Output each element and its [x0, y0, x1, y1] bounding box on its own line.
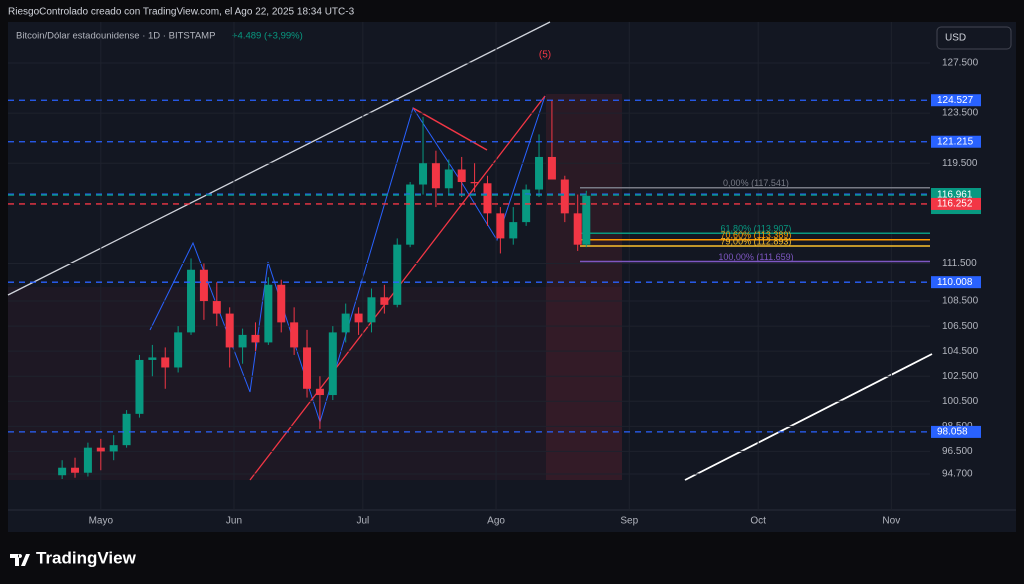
- y-tick-label: 127.500: [942, 58, 979, 69]
- fib-label: 100,00% (111.659): [718, 252, 793, 262]
- x-tick-label: Jul: [356, 516, 369, 527]
- price-tag: [931, 276, 981, 289]
- price-tag-label: 110.008: [937, 277, 973, 288]
- candle-body: [109, 445, 118, 452]
- candle-body: [264, 284, 273, 343]
- candle-body: [509, 222, 518, 239]
- x-tick-label: Ago: [487, 516, 505, 527]
- footer-logo: TradingView: [36, 548, 137, 567]
- candle-body: [174, 332, 183, 368]
- candle-body: [251, 334, 260, 343]
- candle-body: [547, 156, 556, 180]
- logo-mark: [10, 554, 30, 566]
- currency[interactable]: USD: [945, 33, 966, 44]
- y-tick-label: 106.500: [942, 321, 979, 332]
- price-tag: [931, 197, 981, 210]
- candle-body: [83, 447, 92, 473]
- candle-body: [238, 334, 247, 348]
- candle-body: [303, 347, 312, 389]
- candle-body: [483, 183, 492, 214]
- price-tag-label: 116.961: [937, 190, 973, 201]
- fib-label: 0,00% (117.541): [723, 178, 789, 188]
- candle-body: [419, 163, 428, 185]
- x-tick-label: Nov: [882, 516, 900, 527]
- fib-label: 79,00% (112.893): [721, 236, 792, 246]
- x-tick-label: Oct: [750, 516, 766, 527]
- candle-body: [96, 447, 105, 452]
- pattern-line: [412, 107, 488, 151]
- y-tick-label: 104.500: [942, 346, 979, 357]
- price-change: +4.489 (+3,99%): [232, 31, 303, 42]
- header: RiesgoControlado creado con TradingView.…: [8, 7, 355, 18]
- candle-body: [393, 244, 402, 305]
- y-tick-label: 100.500: [942, 396, 979, 407]
- y-tick-label: 111.500: [942, 258, 977, 269]
- candle-body: [187, 269, 196, 333]
- candle-body: [122, 413, 131, 446]
- candle-body: [573, 213, 582, 245]
- price-tag-label: 116.252: [937, 199, 973, 210]
- y-tick-label: 123.500: [942, 108, 979, 119]
- candle-body: [582, 195, 591, 245]
- price-tag: [931, 94, 981, 107]
- price-tag-label: 98.058: [937, 427, 968, 438]
- candle-body: [225, 313, 234, 348]
- candle-body: [496, 213, 505, 239]
- candle-body: [341, 313, 350, 333]
- price-tag-label: 124.527: [937, 95, 974, 106]
- y-tick-label: 119.500: [942, 158, 978, 169]
- candle-body: [290, 322, 299, 348]
- price-tag-label: 121.215: [937, 136, 974, 147]
- price-tag: [931, 425, 981, 438]
- price-tag: [931, 135, 981, 148]
- candle-body: [367, 297, 376, 323]
- candle-body: [444, 169, 453, 189]
- candle-body: [161, 357, 170, 368]
- logo: [10, 554, 30, 566]
- fib-label: 70,60% (113.389): [721, 230, 792, 240]
- candle-body: [148, 357, 157, 360]
- candle-body: [277, 284, 286, 323]
- annotation: (5): [539, 50, 551, 61]
- candle-body: [457, 169, 466, 183]
- chart-title: Bitcoin/Dólar estadounidense · 1D · BITS…: [16, 31, 215, 42]
- candle-body: [212, 301, 221, 314]
- x-tick-label: Sep: [620, 516, 638, 527]
- candle-body: [560, 179, 569, 214]
- channel-line: [7, 21, 551, 296]
- candle-body: [522, 189, 531, 223]
- candle-body: [431, 163, 440, 189]
- candle-body: [71, 467, 80, 473]
- y-tick-label: 94.700: [942, 469, 973, 480]
- candle-body: [406, 184, 415, 245]
- fib-label: 61,80% (113.907): [721, 224, 792, 234]
- candle-body: [380, 297, 389, 305]
- shaded-zone: [546, 94, 622, 480]
- x-tick-label: Jun: [226, 516, 242, 527]
- candle-body: [354, 313, 363, 323]
- candle-body: [535, 156, 544, 190]
- y-tick-label: 108.500: [942, 296, 979, 307]
- candle-body: [135, 359, 144, 414]
- y-tick-label: 102.500: [942, 371, 979, 382]
- y-tick-label: 96.500: [942, 446, 973, 457]
- candle-body: [199, 269, 208, 302]
- candle-body: [58, 467, 67, 476]
- candle-body: [470, 182, 479, 184]
- candle-body: [328, 332, 337, 396]
- candle-body: [315, 388, 324, 396]
- x-tick-label: Mayo: [89, 516, 114, 527]
- currency-button[interactable]: [936, 26, 1012, 50]
